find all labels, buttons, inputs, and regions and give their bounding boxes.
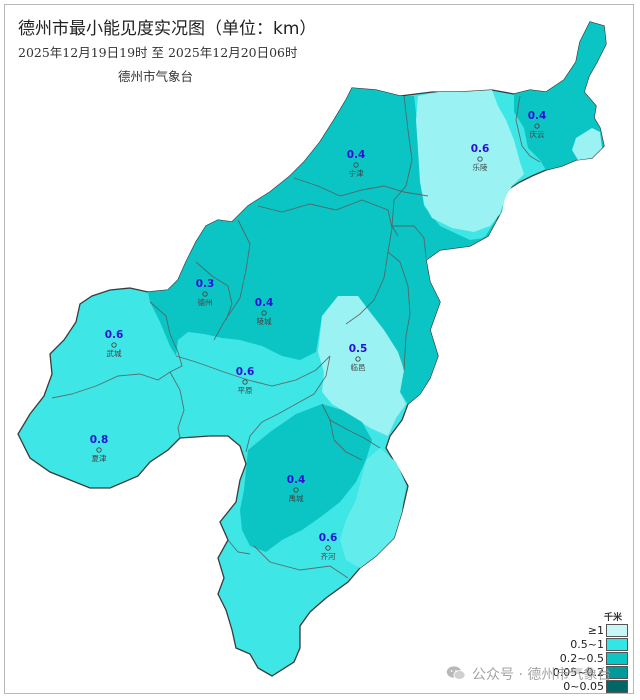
legend-label: ≥1 (587, 624, 604, 637)
legend-swatch (606, 652, 628, 665)
station-value: 0.4 (347, 149, 366, 161)
station-4: 0.3 德州 (196, 278, 215, 307)
issuing-agency: 德州市气象台 (118, 69, 194, 84)
legend-swatch (606, 624, 628, 637)
region-leling-pale (416, 90, 524, 232)
station-name: 武城 (107, 348, 122, 358)
station-marker (111, 342, 117, 348)
legend-swatch (606, 680, 628, 693)
station-marker (325, 545, 331, 551)
station-7: 0.5 临邑 (349, 343, 368, 372)
station-value: 0.8 (90, 434, 109, 446)
station-marker (353, 162, 359, 168)
region-qihe-pale (340, 448, 406, 568)
station-3: 0.4 宁津 (347, 149, 366, 178)
station-6: 0.6 武城 (105, 329, 124, 358)
station-10: 0.4 禹城 (287, 474, 306, 503)
station-name: 乐陵 (473, 162, 488, 172)
station-name: 齐河 (321, 551, 336, 561)
station-marker (355, 356, 361, 362)
station-marker (477, 156, 483, 162)
station-name: 夏津 (92, 454, 107, 463)
station-value: 0.6 (105, 329, 124, 341)
station-marker (293, 487, 299, 493)
station-name: 德州 (198, 297, 213, 307)
station-5: 0.4 陵城 (255, 297, 274, 326)
wechat-icon (446, 666, 466, 680)
station-9: 0.8 夏津 (90, 434, 109, 463)
county-boundaries (51, 95, 541, 579)
station-value: 0.6 (471, 143, 490, 155)
station-marker (242, 379, 248, 385)
watermark: 公众号 · 德州市气象台 (448, 664, 611, 684)
station-8: 0.6 平原 (236, 366, 255, 395)
legend-label: 0~0.05 (563, 680, 604, 693)
station-name: 平原 (238, 386, 253, 395)
station-name: 临邑 (351, 362, 366, 372)
station-name: 庆云 (530, 129, 545, 139)
station-11: 0.6 齐河 (319, 532, 338, 561)
region-yucheng-dark (240, 404, 372, 552)
legend-item: 0.05~0.2 (552, 666, 630, 680)
region-north-dark (148, 22, 606, 404)
legend-swatch (606, 638, 628, 651)
legend-unit: 千米 (604, 613, 623, 623)
region-linyi-pale (318, 296, 406, 436)
map-title: 德州市最小能见度实况图（单位：km） (18, 19, 317, 39)
station-name: 陵城 (257, 317, 272, 326)
station-marker (534, 123, 540, 129)
station-value: 0.4 (287, 474, 306, 486)
station-value: 0.6 (236, 366, 255, 378)
station-name: 宁津 (349, 168, 364, 178)
legend-item: 0.2~0.5 (556, 652, 630, 666)
legend-item: ≥1 (556, 624, 630, 638)
station-name: 禹城 (289, 494, 304, 503)
legend-item: 0.5~1 (556, 638, 630, 652)
station-marker (96, 447, 102, 453)
region-northeast-pale (572, 128, 602, 160)
legend-item: 0~0.05 (556, 680, 630, 694)
station-value: 0.6 (319, 532, 338, 544)
station-value: 0.4 (528, 110, 547, 122)
legend-label: 0.05~0.2 (552, 666, 604, 679)
station-value: 0.4 (255, 297, 274, 309)
station-layer: 0.4 庆云 0.6 乐陵 0.4 宁津 0.3 德州 0.4 陵城 0.6 武城 0.5 临邑 0.6 平原… (90, 110, 547, 561)
legend-swatch (606, 666, 628, 679)
legend-label: 0.2~0.5 (559, 652, 604, 665)
legend-label: 0.5~1 (570, 638, 604, 651)
station-marker (202, 291, 208, 297)
station-marker (261, 310, 267, 316)
station-value: 0.3 (196, 278, 215, 290)
watermark-text: 公众号 · 德州市气象台 (472, 667, 612, 683)
station-1: 0.4 庆云 (528, 110, 547, 139)
time-period: 2025年12月19日19时 至 2025年12月20日06时 (18, 45, 298, 60)
station-value: 0.5 (349, 343, 368, 355)
station-2: 0.6 乐陵 (471, 143, 490, 172)
